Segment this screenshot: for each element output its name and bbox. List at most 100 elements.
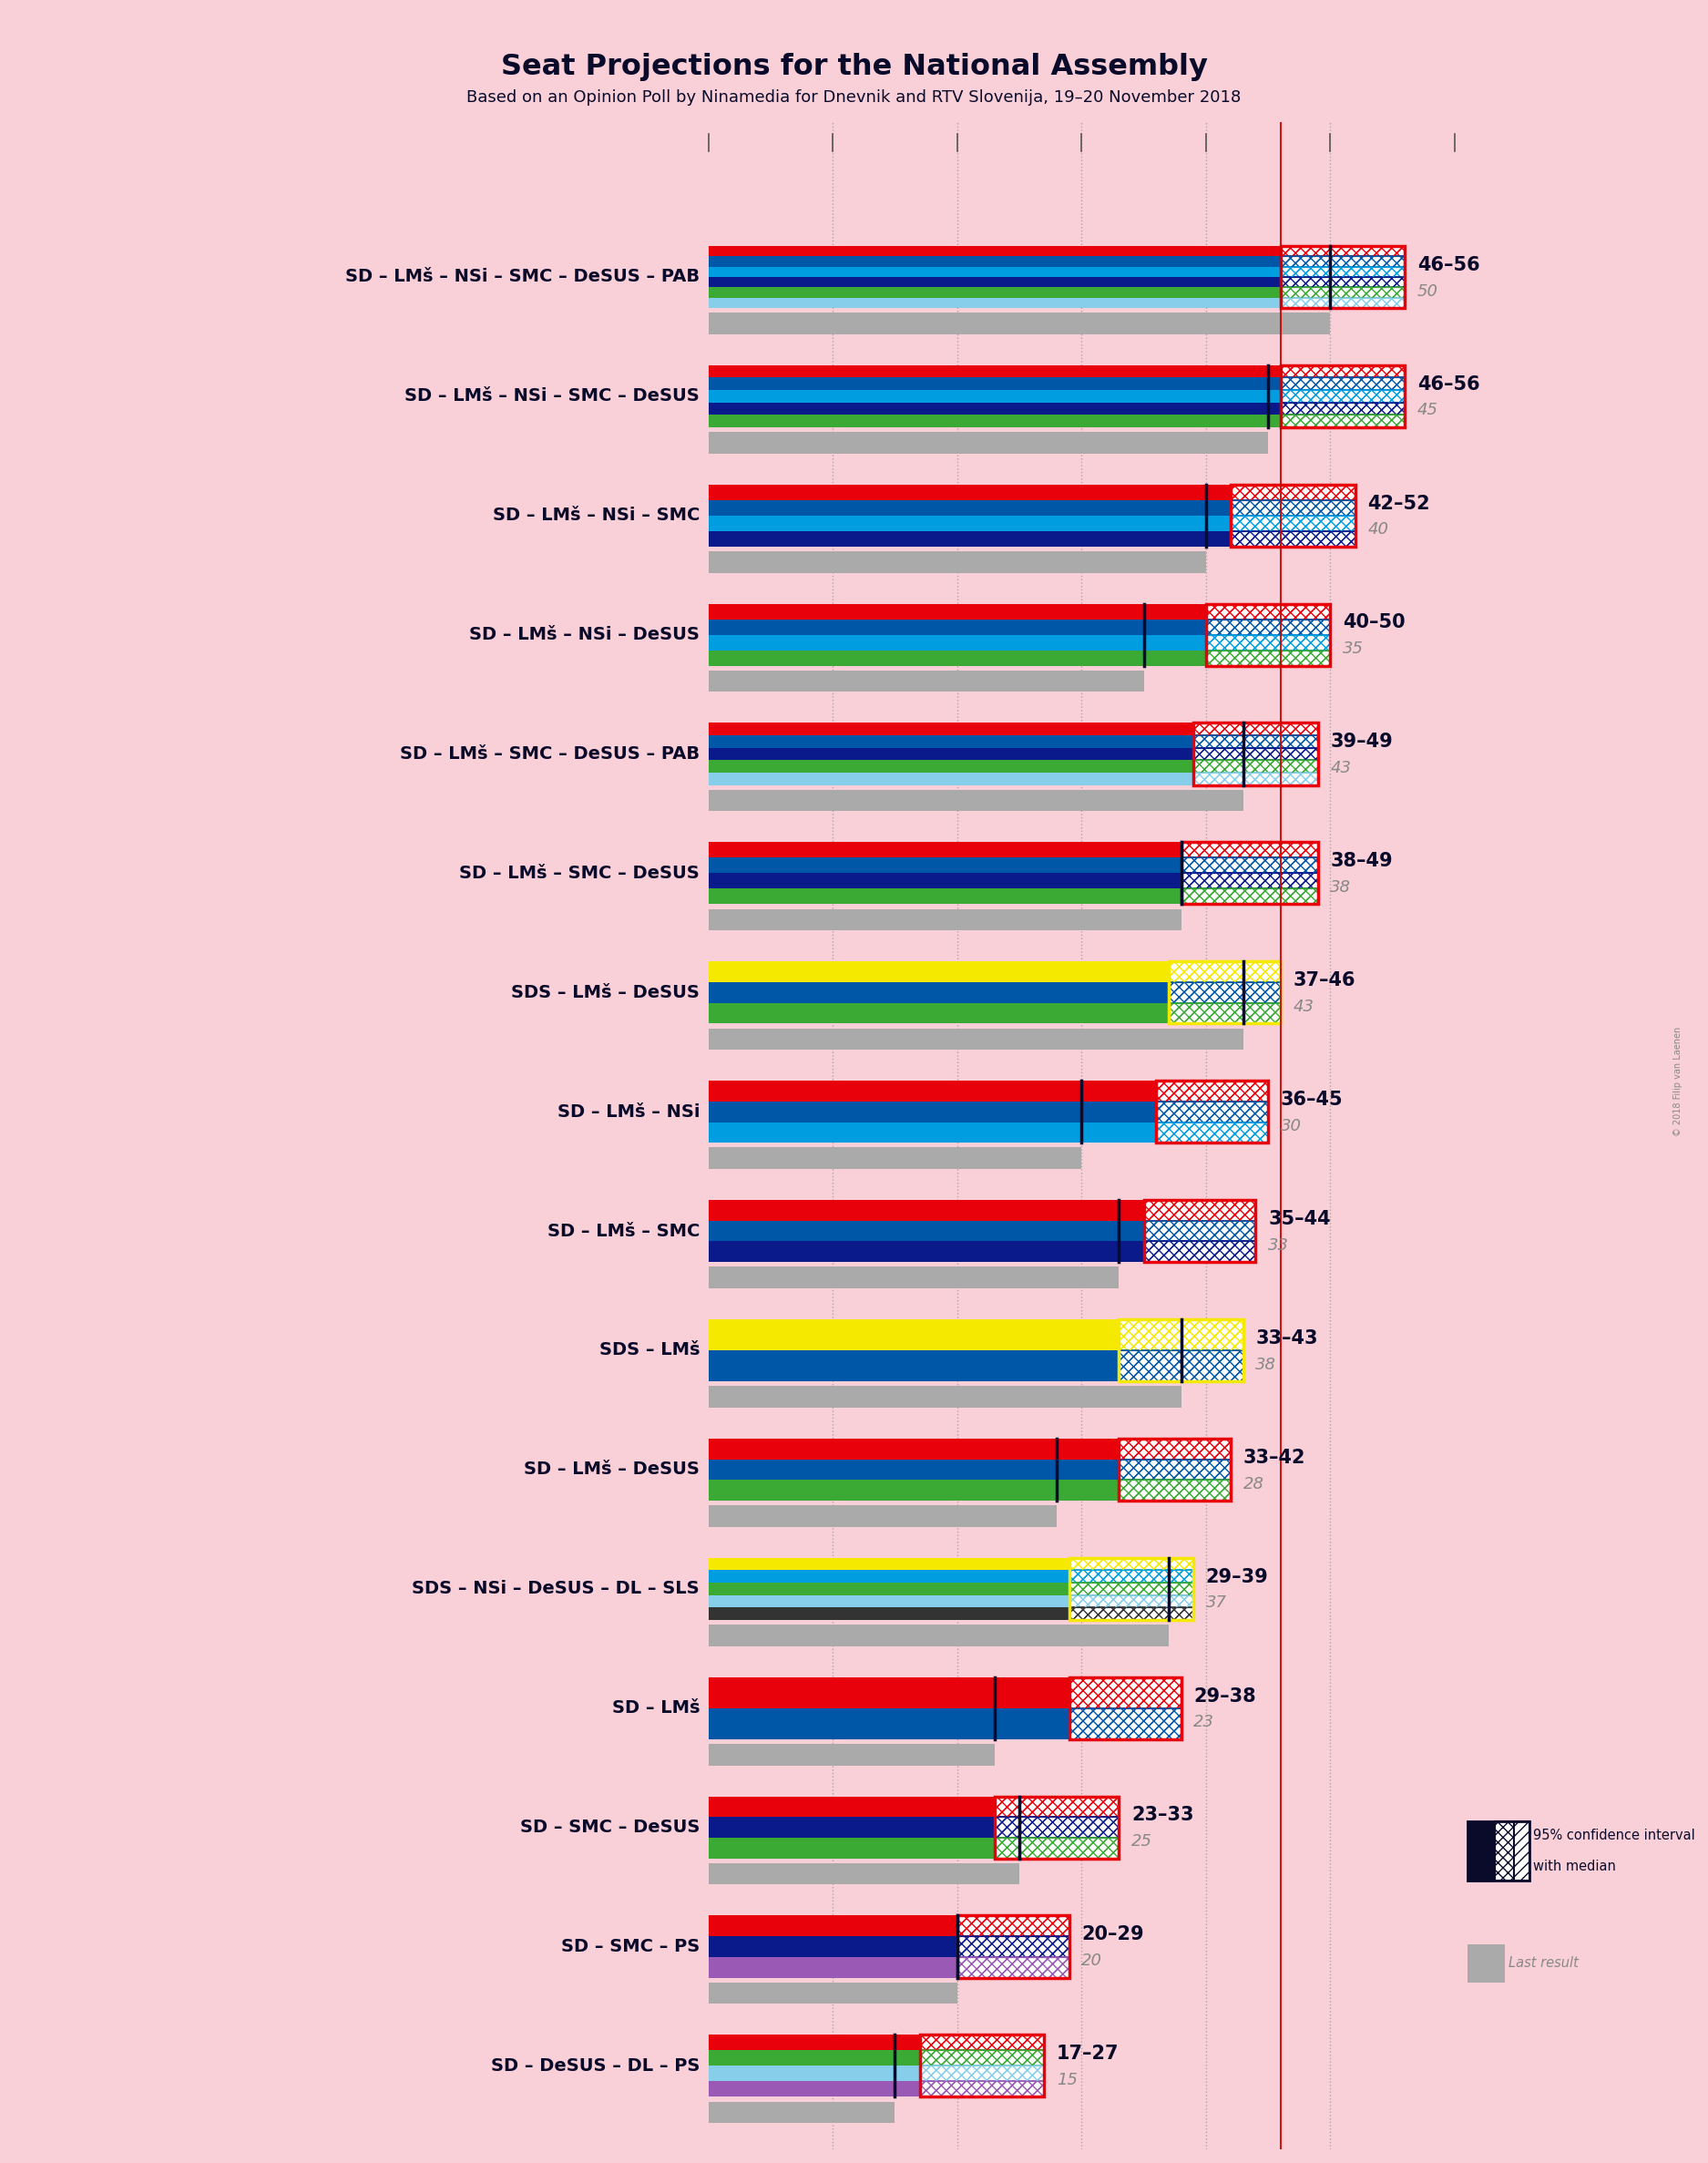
Text: 23–33: 23–33 xyxy=(1131,1806,1194,1826)
Bar xyxy=(709,1817,994,1839)
Bar xyxy=(921,2081,1044,2096)
Bar xyxy=(709,1123,1156,1142)
Bar xyxy=(1168,982,1281,1004)
Bar xyxy=(1168,1004,1281,1023)
Bar xyxy=(709,789,1243,811)
Bar xyxy=(1069,1607,1194,1620)
Bar xyxy=(1119,1438,1231,1501)
Bar xyxy=(709,651,1206,666)
Bar xyxy=(956,1916,1069,1977)
Bar xyxy=(1194,772,1319,785)
Bar xyxy=(709,1350,1119,1382)
Text: 23: 23 xyxy=(1194,1713,1214,1730)
Bar xyxy=(709,619,1206,634)
Bar xyxy=(1231,500,1354,515)
Bar xyxy=(1069,1583,1194,1594)
Bar xyxy=(709,889,1180,904)
Bar xyxy=(956,1936,1069,1958)
Bar xyxy=(1168,960,1281,982)
Text: 46–56: 46–56 xyxy=(1418,255,1479,275)
Bar xyxy=(709,2035,921,2051)
Bar xyxy=(709,982,1168,1004)
Bar xyxy=(1180,859,1319,874)
Bar xyxy=(709,841,1180,859)
Bar xyxy=(709,255,1281,266)
Bar xyxy=(709,908,1180,930)
Bar xyxy=(1144,1200,1255,1261)
Text: 30: 30 xyxy=(1281,1118,1301,1133)
Bar xyxy=(709,1004,1168,1023)
Bar xyxy=(1281,389,1406,402)
Text: SD – LMš – NSi – DeSUS: SD – LMš – NSi – DeSUS xyxy=(470,625,700,642)
Text: SD – SMC – DeSUS: SD – SMC – DeSUS xyxy=(519,1819,700,1836)
Bar xyxy=(1281,389,1406,402)
Bar xyxy=(1119,1350,1243,1382)
Bar xyxy=(1119,1319,1243,1382)
Bar xyxy=(1194,748,1319,759)
Bar xyxy=(709,500,1231,515)
Bar xyxy=(994,1795,1119,1858)
Text: 35–44: 35–44 xyxy=(1267,1209,1331,1229)
Bar xyxy=(1281,247,1406,307)
Bar xyxy=(709,366,1281,379)
Bar xyxy=(709,389,1281,402)
Bar xyxy=(1281,366,1406,426)
Bar xyxy=(1467,1821,1494,1882)
Text: 43: 43 xyxy=(1293,999,1313,1014)
Bar xyxy=(709,722,1194,735)
Bar xyxy=(1194,722,1319,735)
Text: Based on an Opinion Poll by Ninamedia for Dnevnik and RTV Slovenija, 19–20 Novem: Based on an Opinion Poll by Ninamedia fo… xyxy=(466,89,1242,106)
Text: 39–49: 39–49 xyxy=(1331,733,1394,751)
Text: SD – LMš – NSi – SMC – DeSUS: SD – LMš – NSi – SMC – DeSUS xyxy=(405,387,700,404)
Bar xyxy=(921,2035,1044,2051)
Bar xyxy=(709,433,1267,454)
Bar xyxy=(1156,1123,1267,1142)
Bar xyxy=(1231,500,1354,515)
Bar xyxy=(1194,759,1319,772)
Text: 29–39: 29–39 xyxy=(1206,1568,1269,1585)
Bar xyxy=(1206,634,1331,651)
Bar xyxy=(709,1242,1144,1261)
Bar xyxy=(1119,1479,1231,1501)
Bar xyxy=(709,1676,1069,1709)
Text: 28: 28 xyxy=(1243,1475,1264,1492)
Bar xyxy=(1206,603,1331,666)
Bar xyxy=(1069,1676,1180,1709)
Bar xyxy=(1231,515,1354,530)
Bar xyxy=(956,1916,1069,1936)
Bar xyxy=(921,2035,1044,2096)
Bar xyxy=(1281,277,1406,288)
Bar xyxy=(1231,515,1354,530)
Bar xyxy=(1119,1319,1243,1350)
Text: Seat Projections for the National Assembly: Seat Projections for the National Assemb… xyxy=(500,52,1208,82)
Bar xyxy=(1069,1607,1194,1620)
Bar xyxy=(1144,1242,1255,1261)
Bar xyxy=(709,1583,1069,1594)
Bar xyxy=(1119,1460,1231,1479)
Bar xyxy=(994,1795,1119,1817)
Bar xyxy=(1206,651,1331,666)
Text: with median: with median xyxy=(1534,1860,1616,1873)
Bar xyxy=(1206,634,1331,651)
Bar xyxy=(709,552,1206,573)
Text: 17–27: 17–27 xyxy=(1057,2044,1119,2064)
Text: SDS – LMš – DeSUS: SDS – LMš – DeSUS xyxy=(511,984,700,1001)
Text: SD – SMC – PS: SD – SMC – PS xyxy=(560,1938,700,1955)
Bar xyxy=(1231,485,1354,500)
Bar xyxy=(709,748,1194,759)
Bar xyxy=(1281,247,1406,255)
Bar xyxy=(1206,619,1331,634)
Bar xyxy=(1069,1709,1180,1739)
Bar xyxy=(1513,1821,1529,1882)
Bar xyxy=(709,266,1281,277)
Bar xyxy=(1281,298,1406,307)
Bar xyxy=(1069,1570,1194,1583)
Bar xyxy=(994,1795,1119,1817)
Bar xyxy=(1156,1101,1267,1123)
Bar xyxy=(1281,277,1406,288)
Text: Last result: Last result xyxy=(1508,1958,1578,1970)
Bar xyxy=(921,2035,1044,2051)
Bar xyxy=(709,247,1281,255)
Bar xyxy=(1281,415,1406,426)
Bar xyxy=(1119,1350,1243,1382)
